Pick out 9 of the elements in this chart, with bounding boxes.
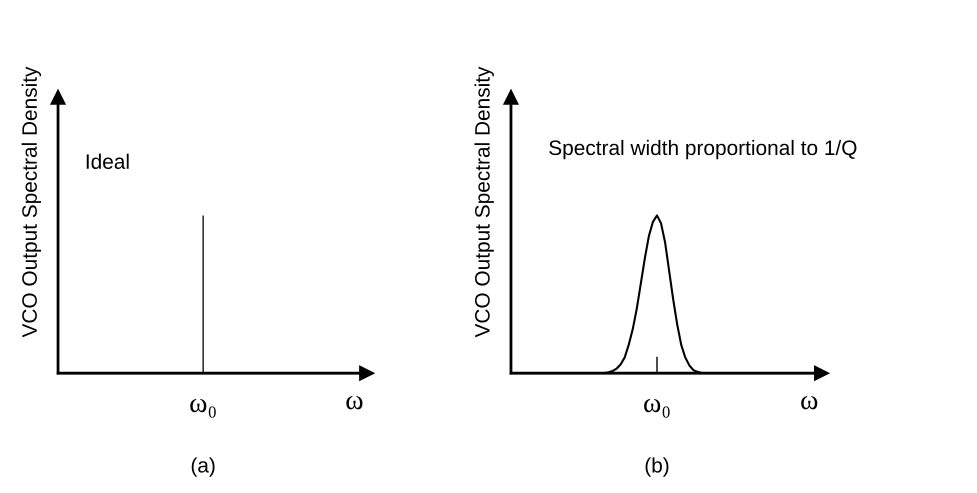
- y-axis-title: VCO Output Spectral Density: [474, 66, 494, 338]
- x-axis-title: ω: [801, 396, 818, 410]
- y-axis-title: VCO Output Spectral Density: [22, 66, 42, 338]
- text: Spectral width proportional to 1/Q: [549, 140, 856, 160]
- text: (a): [192, 457, 215, 477]
- text: ω₀: [644, 398, 670, 418]
- text: (b): [646, 457, 668, 477]
- text: Ideal: [86, 154, 129, 169]
- x-axis-title: ω: [346, 396, 362, 410]
